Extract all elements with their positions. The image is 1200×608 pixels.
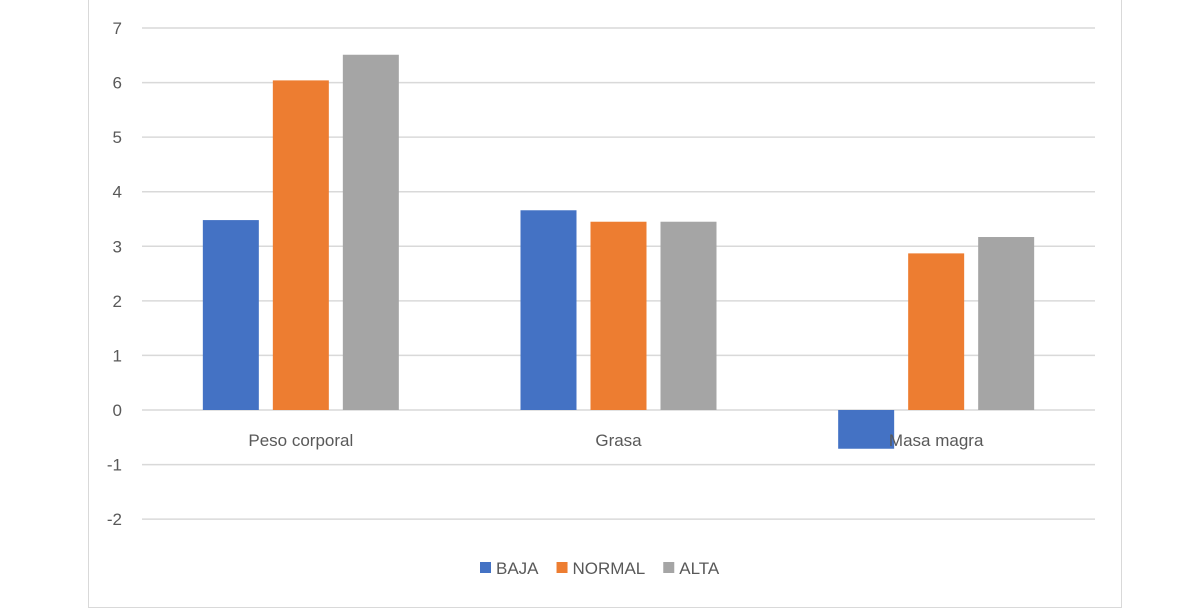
y-tick-label: 1	[113, 346, 122, 365]
y-tick-label: 2	[113, 292, 122, 311]
bar-normal	[590, 221, 647, 410]
y-tick-label: -1	[107, 456, 122, 475]
bar-alta	[978, 237, 1035, 410]
y-tick-label: -2	[107, 510, 122, 529]
category-label: Peso corporal	[248, 431, 353, 450]
legend-swatch-normal	[556, 562, 568, 573]
bar-alta	[342, 54, 399, 411]
bar-normal	[272, 80, 329, 410]
legend-label: ALTA	[679, 559, 720, 578]
y-tick-label: 0	[113, 401, 122, 420]
category-label: Masa magra	[889, 431, 984, 450]
y-tick-label: 5	[113, 128, 122, 147]
legend-label: NORMAL	[573, 559, 646, 578]
bar-baja	[202, 220, 259, 410]
legend-label: BAJA	[496, 559, 539, 578]
y-tick-label: 3	[113, 237, 122, 256]
bar-normal	[908, 253, 965, 410]
bar-baja	[520, 210, 577, 410]
legend-swatch-alta	[663, 562, 675, 573]
legend-swatch-baja	[480, 562, 491, 573]
bar-baja	[838, 410, 895, 449]
y-tick-label: 7	[113, 19, 122, 38]
bar-alta	[660, 221, 717, 410]
y-tick-label: 6	[113, 74, 122, 93]
category-label: Grasa	[595, 431, 642, 450]
y-tick-label: 4	[113, 183, 122, 202]
